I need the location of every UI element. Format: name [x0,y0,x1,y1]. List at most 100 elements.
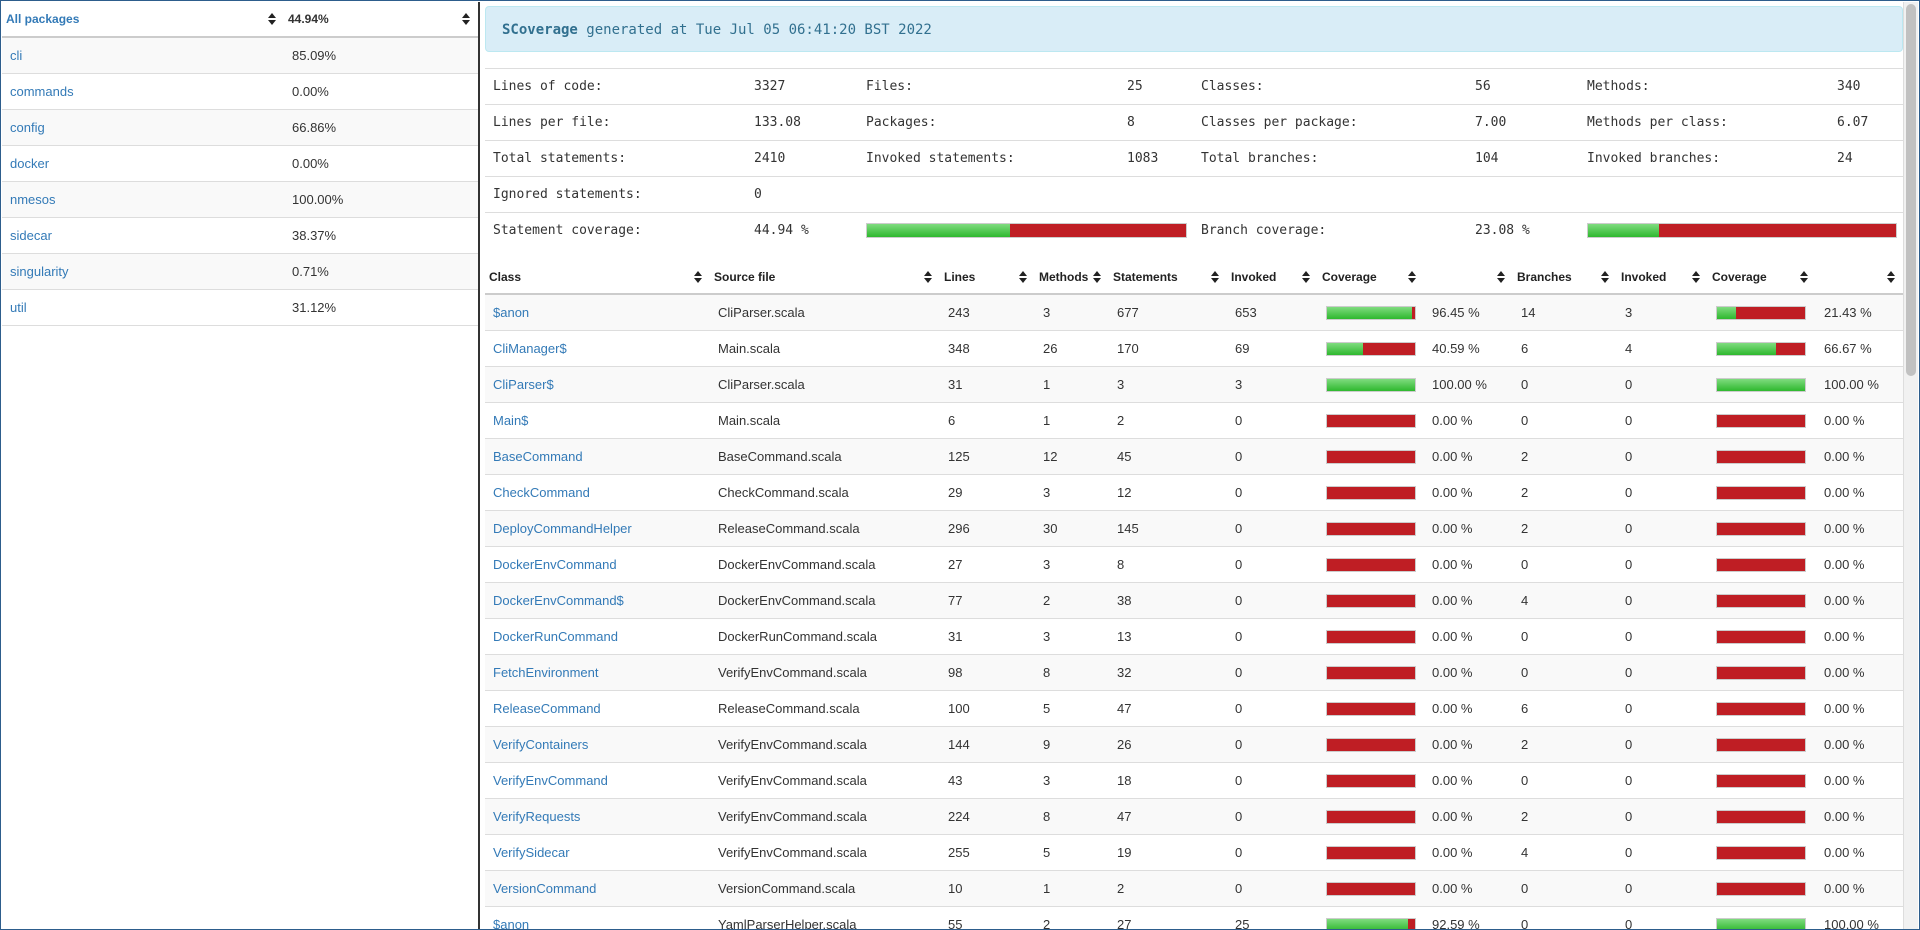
class-link[interactable]: FetchEnvironment [493,665,599,680]
header-statements[interactable]: Statements [1109,260,1227,295]
class-link[interactable]: VerifyEnvCommand [493,773,608,788]
class-link[interactable]: VerifySidecar [493,845,570,860]
classes-header-row: Class Source file Lines Methods Statements In… [485,260,1903,295]
sort-icon[interactable] [1887,270,1895,283]
scrollbar-thumb[interactable] [1906,4,1916,376]
statement-coverage-pct: 0.00 % [1424,618,1513,655]
sort-icon[interactable] [1211,270,1219,283]
package-link[interactable]: docker [10,156,50,171]
invoked-statements: 25 [1227,906,1318,929]
sort-icon[interactable] [1497,270,1505,283]
class-link[interactable]: DockerEnvCommand [493,557,617,572]
package-link[interactable]: util [10,300,27,315]
class-link[interactable]: DockerRunCommand [493,629,618,644]
class-link[interactable]: CliManager$ [493,341,567,356]
vertical-scrollbar[interactable] [1903,2,1918,929]
package-link[interactable]: commands [10,84,74,99]
source-file: BaseCommand.scala [710,438,940,475]
methods-count: 1 [1035,402,1109,439]
packages-header-all[interactable]: All packages [2,2,284,38]
class-link[interactable]: DockerEnvCommand$ [493,593,624,608]
package-link[interactable]: cli [10,48,23,63]
branch-coverage-bar-cell [1708,690,1816,727]
uncovered-segment [1717,486,1805,499]
covered-segment [1327,378,1415,391]
stat-branch-coverage: 23.08 % [1467,212,1579,248]
uncovered-segment [1362,342,1415,355]
branch-coverage-bar-cell [1708,762,1816,799]
uncovered-segment [1327,774,1415,787]
sort-icon[interactable] [924,270,932,283]
sort-icon[interactable] [268,13,276,25]
branch-coverage-pct: 0.00 % [1816,726,1903,763]
methods-count: 26 [1035,330,1109,367]
sort-icon[interactable] [1601,270,1609,283]
source-file: ReleaseCommand.scala [710,690,940,727]
class-link[interactable]: DeployCommandHelper [493,521,632,536]
source-file: VersionCommand.scala [710,870,940,907]
package-name-cell: commands [2,73,284,110]
statement-coverage-bar [1326,881,1416,896]
header-invoked[interactable]: Invoked [1227,260,1318,295]
invoked-statements: 0 [1227,582,1318,619]
sort-icon[interactable] [1019,270,1027,283]
class-link[interactable]: Main$ [493,413,529,428]
uncovered-segment [1717,558,1805,571]
source-file: VerifyEnvCommand.scala [710,654,940,691]
class-row: Main$ Main.scala 6 1 2 0 0.00 % 0 0 0.00 % [485,402,1903,439]
statement-coverage-bar-cell [1318,798,1424,835]
stat-label: Statement coverage: [485,212,746,248]
packages-header-coverage[interactable]: 44.94% [284,2,478,38]
class-link[interactable]: CheckCommand [493,485,590,500]
class-link[interactable]: BaseCommand [493,449,583,464]
all-packages-link[interactable]: All packages [6,12,80,26]
statement-coverage-pct: 0.00 % [1424,870,1513,907]
class-link[interactable]: CliParser$ [493,377,554,392]
class-link[interactable]: VerifyContainers [493,737,589,752]
statement-coverage-pct: 0.00 % [1424,474,1513,511]
class-link[interactable]: $anon [493,917,530,930]
branches-count: 0 [1513,546,1617,583]
sort-icon[interactable] [462,13,470,25]
sort-icon[interactable] [1692,270,1700,283]
package-link[interactable]: singularity [10,264,69,279]
class-link[interactable]: VersionCommand [493,881,597,896]
header-branch-coverage[interactable]: Coverage [1708,260,1816,295]
package-link[interactable]: nmesos [10,192,56,207]
invoked-statements: 0 [1227,510,1318,547]
package-link[interactable]: sidecar [10,228,52,243]
branch-coverage-bar [1716,413,1806,428]
invoked-branches: 0 [1617,474,1708,511]
header-lines[interactable]: Lines [940,260,1035,295]
invoked-branches: 4 [1617,330,1708,367]
class-link[interactable]: $anon [493,305,530,320]
sort-icon[interactable] [1408,270,1416,283]
package-name-cell: sidecar [2,217,284,254]
all-packages-coverage: 44.94% [288,12,329,26]
class-name-cell: CliManager$ [485,330,710,367]
class-link[interactable]: ReleaseCommand [493,701,601,716]
column-label: Coverage [1712,269,1767,284]
package-coverage: 100.00% [284,181,478,218]
header-source-file[interactable]: Source file [710,260,940,295]
class-link[interactable]: VerifyRequests [493,809,581,824]
statement-coverage-bar [1326,665,1416,680]
header-statement-coverage[interactable]: Coverage [1318,260,1424,295]
header-statement-coverage-pct[interactable] [1424,260,1513,295]
source-file: DockerEnvCommand.scala [710,582,940,619]
package-link[interactable]: config [10,120,45,135]
sort-icon[interactable] [694,270,702,283]
header-branch-invoked[interactable]: Invoked [1617,260,1708,295]
header-branch-coverage-pct[interactable] [1816,260,1903,295]
sort-icon[interactable] [1093,270,1101,283]
header-class[interactable]: Class [485,260,710,295]
sort-icon[interactable] [1800,270,1808,283]
branch-coverage-bar [1716,629,1806,644]
uncovered-segment [1717,846,1805,859]
invoked-branches: 3 [1617,293,1708,331]
header-methods[interactable]: Methods [1035,260,1109,295]
uncovered-segment [1717,414,1805,427]
sort-icon[interactable] [1302,270,1310,283]
header-branches[interactable]: Branches [1513,260,1617,295]
branch-coverage-bar [1716,881,1806,896]
